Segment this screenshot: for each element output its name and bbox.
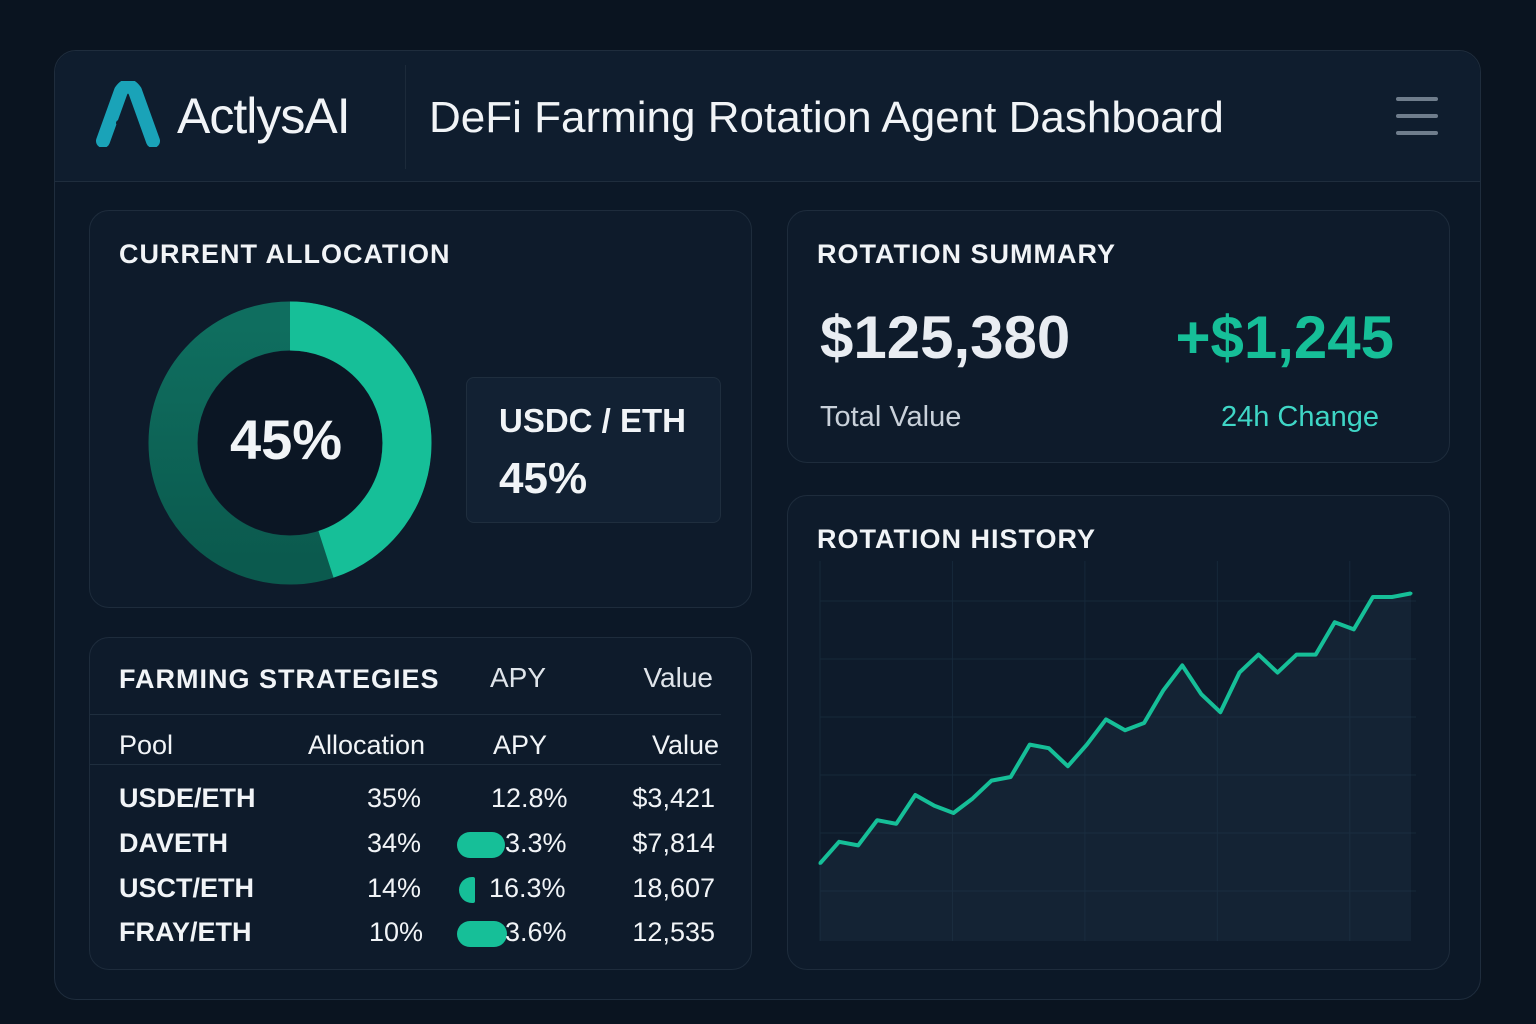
table-row[interactable]: FRAY/ETH 10% 3.6% 12,535	[119, 917, 715, 951]
actlys-logo-icon	[96, 81, 160, 147]
col-value[interactable]: Value	[651, 730, 719, 760]
data-point	[1276, 671, 1280, 675]
total-value-label: Total Value	[820, 401, 962, 433]
divider	[90, 714, 721, 715]
data-point	[1066, 764, 1070, 768]
data-point	[1104, 717, 1108, 721]
data-point	[1161, 689, 1165, 693]
value: 12,535	[632, 917, 715, 947]
current-allocation-card: CURRENT ALLOCATION 45% USDC / ETH 45%	[89, 210, 752, 608]
pool: DAVETH	[119, 828, 229, 858]
data-point	[1314, 653, 1318, 657]
data-point	[1409, 591, 1413, 595]
data-point	[932, 804, 936, 808]
header: ActlysAI DeFi Farming Rotation Agent Das…	[55, 51, 1480, 182]
rotation-summary-card: ROTATION SUMMARY $125,380 Total Value +$…	[787, 210, 1450, 463]
line-area	[820, 593, 1411, 941]
data-point	[818, 861, 822, 865]
table-header: Pool Allocation APY Value	[119, 730, 719, 764]
data-point	[1333, 620, 1337, 624]
data-point	[1047, 746, 1051, 750]
page-title: DeFi Farming Rotation Agent Dashboard	[429, 93, 1224, 142]
apy-bar	[457, 921, 507, 947]
data-point	[1028, 743, 1032, 747]
card-title: ROTATION SUMMARY	[817, 239, 1116, 269]
table-row[interactable]: DAVETH 34% 3.3% $7,814	[119, 828, 715, 862]
data-point	[1256, 653, 1260, 657]
hamburger-icon[interactable]	[1396, 97, 1438, 135]
data-point	[971, 797, 975, 801]
change-label: 24h Change	[1220, 401, 1379, 433]
table-row[interactable]: USCT/ETH 14% 16.3% 18,607	[119, 873, 715, 907]
allocation: 14%	[367, 873, 422, 903]
rotation-history-chart	[818, 561, 1416, 941]
data-point	[1123, 728, 1127, 732]
table-row[interactable]: USDE/ETH 35% 12.8% $3,421	[119, 783, 715, 817]
card-title: ROTATION HISTORY	[817, 524, 1096, 554]
divider	[405, 65, 406, 169]
change-value: +$1,245	[1175, 304, 1394, 371]
data-point	[1199, 692, 1203, 696]
rotation-history-card: ROTATION HISTORY	[787, 495, 1450, 970]
data-point	[1180, 663, 1184, 667]
data-point	[990, 779, 994, 783]
apy: 16.3%	[489, 873, 566, 903]
data-point	[894, 822, 898, 826]
data-point	[1142, 721, 1146, 725]
total-value: $125,380	[820, 304, 1071, 371]
col-pool[interactable]: Pool	[119, 730, 174, 760]
data-point	[1295, 653, 1299, 657]
card-title: FARMING STRATEGIES	[119, 664, 440, 694]
apy: 3.6%	[505, 917, 567, 947]
col-apy[interactable]: APY	[493, 730, 548, 760]
value-heading: Value	[643, 662, 713, 693]
data-point	[1237, 671, 1241, 675]
pair-name: USDC / ETH	[499, 402, 687, 439]
data-point	[1009, 775, 1013, 779]
apy-bar	[459, 877, 475, 903]
data-point	[1371, 595, 1375, 599]
data-point	[837, 840, 841, 844]
brand-name: ActlysAI	[177, 88, 351, 144]
apy-bar	[457, 832, 505, 858]
donut-segment	[148, 301, 432, 585]
value: $7,814	[632, 828, 715, 858]
allocation: 10%	[369, 917, 424, 947]
data-point	[875, 818, 879, 822]
allocation: 34%	[367, 828, 422, 858]
data-point	[1352, 627, 1356, 631]
pool: USDE/ETH	[119, 783, 256, 813]
data-point	[856, 843, 860, 847]
pair-box: USDC / ETH 45%	[466, 377, 721, 523]
data-point	[1218, 710, 1222, 714]
pair-percent: 45%	[499, 454, 588, 503]
data-point	[951, 811, 955, 815]
pool: USCT/ETH	[119, 873, 254, 903]
dashboard-window: ActlysAI DeFi Farming Rotation Agent Das…	[54, 50, 1481, 1000]
data-point	[1085, 743, 1089, 747]
value: $3,421	[632, 783, 715, 813]
allocation-donut	[148, 301, 432, 585]
series-line	[818, 591, 1412, 865]
donut-percent: 45%	[230, 408, 343, 471]
apy: 3.3%	[505, 828, 567, 858]
card-title: CURRENT ALLOCATION	[119, 239, 451, 269]
apy: 12.8%	[491, 783, 568, 813]
pool: FRAY/ETH	[119, 917, 252, 947]
apy-heading: APY	[490, 662, 547, 693]
data-point	[913, 793, 917, 797]
col-allocation[interactable]: Allocation	[308, 730, 426, 760]
value: 18,607	[632, 873, 715, 903]
allocation: 35%	[367, 783, 422, 813]
divider	[90, 764, 721, 765]
farming-strategies-card: FARMING STRATEGIES APY Value Pool Alloca…	[89, 637, 752, 970]
data-point	[1390, 595, 1394, 599]
